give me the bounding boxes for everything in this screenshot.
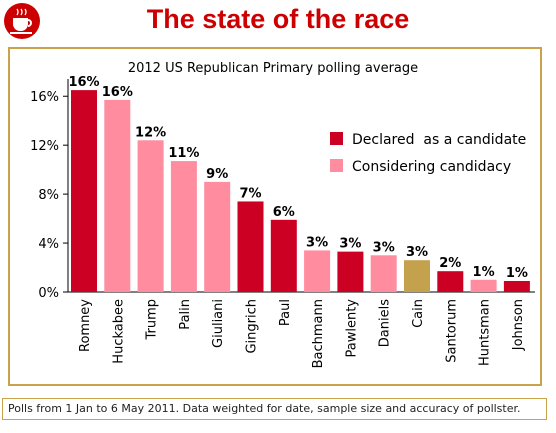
y-tick-label: 0% [38,286,59,301]
legend-swatch-considering [330,159,343,172]
x-tick-label: Huntsman [478,299,493,366]
data-label: 1% [506,266,528,281]
x-tick-label: Cain [411,299,426,328]
bar-paul [270,219,297,292]
data-label: 3% [406,245,428,260]
bar-pawlenty [337,251,364,292]
bar-daniels [370,255,397,292]
page-title: The state of the race [146,4,410,34]
bar-romney [71,90,97,292]
x-tick-label: Daniels [378,299,393,347]
footnote-box: Polls from 1 Jan to 6 May 2011. Data wei… [2,398,547,420]
data-label: 2% [439,256,461,271]
data-label: 7% [239,186,261,201]
bar-chart: 2012 US Republican Primary polling avera… [30,61,535,368]
bar-huntsman [470,279,497,292]
bar-gingrich [237,201,264,292]
x-tick-label: Gingrich [245,299,260,354]
y-tick-label: 4% [38,237,59,252]
chart-title: 2012 US Republican Primary polling avera… [128,61,418,76]
x-tick-label: Pawlenty [344,299,359,358]
bar-giuliani [204,181,231,292]
bar-santorum [437,271,464,292]
bar-bachmann [304,250,331,292]
x-tick-label: Paul [278,299,293,326]
y-axis: 0% 4% 8% 12% 16% [30,79,535,301]
bar-johnson [503,280,530,292]
y-tick-label: 16% [30,90,59,105]
legend-swatch-declared [330,132,343,145]
data-label: 3% [373,240,395,255]
chart-frame: 2012 US Republican Primary polling avera… [8,47,542,386]
x-tick-label: Johnson [511,299,526,351]
bar-trump [137,140,164,292]
bar-palin [170,161,197,292]
x-tick-label: Huckabee [111,299,126,364]
bars: 16% Romney 16% Huckabee 12% Trump 11% Palin 9% Gi… [68,75,530,368]
data-label: 16% [102,85,133,100]
legend: Declared as a candidate Considering cand… [330,132,526,175]
x-tick-label: Bachmann [311,299,326,368]
legend-label-declared: Declared as a candidate [352,132,526,148]
x-tick-label: Santorum [444,299,459,363]
data-label: 12% [135,125,166,140]
data-label: 11% [168,146,199,161]
x-tick-label: Giuliani [211,299,226,348]
legend-label-considering: Considering candidacy [352,159,511,175]
bar-cain [404,260,430,292]
y-tick-label: 12% [30,139,59,154]
x-tick-label: Trump [145,299,160,341]
coffee-cup-logo-icon [4,3,40,39]
x-tick-label: Romney [78,299,93,352]
data-label: 16% [68,75,99,90]
data-label: 6% [273,205,295,220]
data-label: 3% [339,237,361,252]
y-tick-label: 8% [38,188,59,203]
data-label: 1% [473,265,495,280]
data-label: 9% [206,167,228,182]
x-tick-label: Palin [178,299,193,330]
bar-huckabee [104,99,131,292]
data-label: 3% [306,235,328,250]
footnote: Polls from 1 Jan to 6 May 2011. Data wei… [8,402,521,415]
